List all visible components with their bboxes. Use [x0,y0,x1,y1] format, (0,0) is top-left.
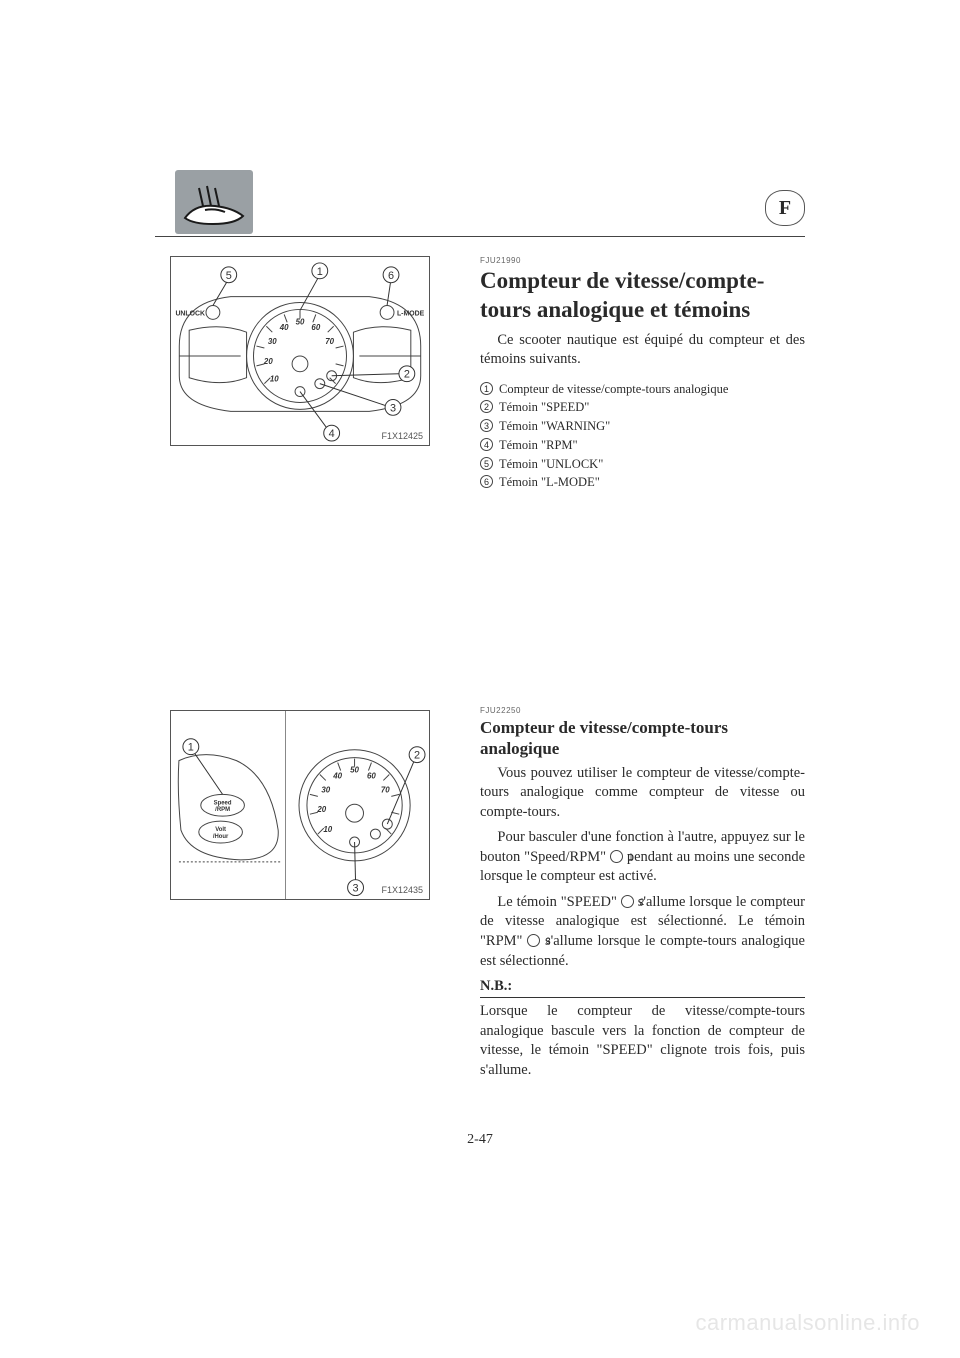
figure-2: Speed /RPM Volt /Hour [170,710,430,900]
unlock-label: UNLOCK [175,310,205,317]
figure-1: 10 20 30 40 50 60 70 UNLOCK L-MODE [170,256,430,446]
lmode-label: L-MODE [397,310,425,317]
section1-legend: 1Compteur de vitesse/compte-tours analog… [480,380,805,493]
svg-text:Speed: Speed [214,800,232,806]
dial-num: 20 [263,357,273,366]
dial-num: 30 [268,337,277,346]
dial-num: 60 [311,323,320,332]
legend-item: Témoin "RPM" [499,436,578,455]
legend-item: Témoin "L-MODE" [499,473,600,492]
dial-num: 50 [296,317,305,326]
legend-item: Compteur de vitesse/compte-tours analogi… [499,380,728,399]
legend-item: Témoin "SPEED" [499,398,589,417]
dial-num: 10 [323,825,332,834]
watermark: carmanualsonline.info [695,1310,920,1336]
dial-num: 60 [367,771,376,780]
section1-para1: Ce scooter nautique est équipé du compte… [480,331,805,370]
callout-2: 2 [414,750,420,762]
svg-text:/Hour: /Hour [213,834,229,840]
svg-text:Volt: Volt [215,827,226,833]
dial-num: 10 [270,375,279,384]
callout-2: 2 [404,369,410,381]
nb-block: N.B.: Lorsque le compteur de vitesse/com… [480,977,805,1080]
callout-1: 1 [188,742,194,754]
section2-para1: Vous pouvez utiliser le compteur de vite… [480,764,805,823]
legend-item: Témoin "WARNING" [499,417,610,436]
section2-para3: Le témoin "SPEED" 2 s'allume lorsque le … [480,893,805,971]
figure1-caption: F1X12425 [381,431,423,441]
callout-5: 5 [226,270,232,282]
page: F [0,0,960,1358]
nb-text: Lorsque le compteur de vitesse/compte-to… [480,1002,805,1080]
callout-1: 1 [317,266,323,278]
callout-3: 3 [390,402,396,414]
svg-text:/RPM: /RPM [215,807,230,813]
dial-num: 20 [316,805,326,814]
section-icon [175,170,253,234]
section2-code: FJU22250 [480,706,805,715]
header-rule [155,236,805,237]
section1-code: FJU21990 [480,256,805,265]
dial-num: 70 [381,785,390,794]
section1-title: Compteur de vitesse/compte-tours analogi… [480,267,805,325]
nb-label: N.B.: [480,978,512,994]
callout-3: 3 [353,883,359,895]
dial-num: 70 [325,337,334,346]
section-2: FJU22250 Compteur de vitesse/compte-tour… [480,706,805,1086]
figure2-caption: F1X12435 [381,885,423,895]
section-1: FJU21990 Compteur de vitesse/compte-tour… [480,256,805,492]
dial-num: 30 [321,785,330,794]
callout-6: 6 [388,270,394,282]
nb-rule [480,997,805,998]
legend-item: Témoin "UNLOCK" [499,455,603,474]
section2-para2: Pour basculer d'une fonction à l'autre, … [480,828,805,887]
language-badge: F [765,190,805,226]
section2-title: Compteur de vitesse/compte-tours analogi… [480,717,805,760]
dial-num: 40 [332,771,342,780]
dial-num: 50 [350,766,359,775]
page-number: 2-47 [0,1132,960,1148]
callout-4: 4 [329,428,335,440]
dial-num: 40 [279,323,289,332]
